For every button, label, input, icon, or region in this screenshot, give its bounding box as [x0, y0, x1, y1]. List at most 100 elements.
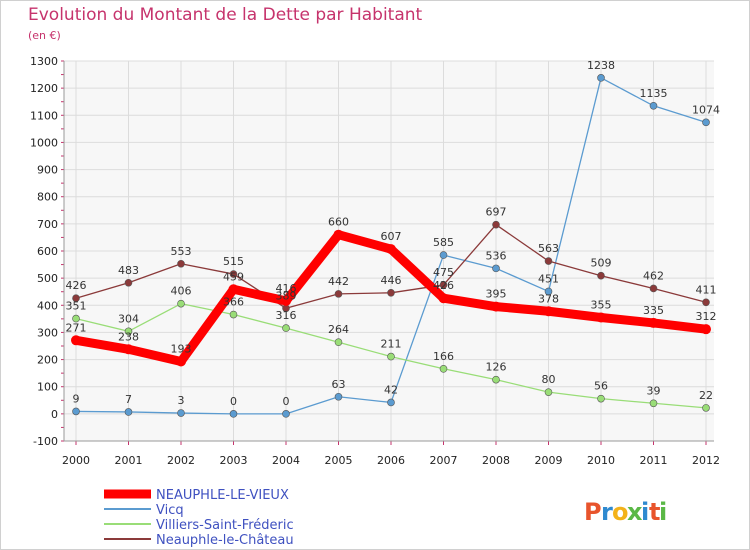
- data-label: 697: [486, 206, 507, 219]
- data-label: 211: [381, 338, 402, 351]
- data-point: [386, 244, 396, 255]
- brand-letter: t: [649, 498, 660, 526]
- series-0: [72, 74, 710, 418]
- data-label: 312: [696, 310, 717, 323]
- data-point: [701, 324, 711, 335]
- series-2: [72, 220, 710, 313]
- data-label: 462: [643, 269, 664, 282]
- series-3: [71, 229, 711, 367]
- legend-label: Neauphle-le-Château: [156, 533, 294, 548]
- data-point: [228, 284, 239, 295]
- y-tick-label: 300: [37, 326, 58, 339]
- legend-label: Vicq: [156, 503, 184, 518]
- data-label: 238: [118, 330, 139, 343]
- data-label: 585: [433, 236, 454, 249]
- legend-label: Villiers-Saint-Fréderic: [156, 518, 294, 533]
- data-point: [229, 270, 238, 278]
- y-tick-label: 1300: [30, 55, 58, 68]
- data-point: [282, 324, 290, 332]
- data-label: 9: [73, 392, 80, 405]
- chart-title: Evolution du Montant de la Dette par Hab…: [28, 5, 423, 25]
- data-point: [229, 310, 238, 319]
- data-label: 22: [699, 389, 713, 402]
- y-tick-label: 800: [37, 191, 58, 204]
- brand-letter: i: [641, 498, 649, 526]
- brand-letter: P: [584, 498, 602, 526]
- series-1: [72, 299, 710, 412]
- data-point: [544, 287, 553, 296]
- data-label: 3: [178, 394, 185, 407]
- data-label: 459: [223, 270, 244, 283]
- data-label: 1074: [692, 103, 720, 116]
- data-label: 553: [171, 245, 192, 258]
- data-label: 378: [538, 292, 559, 305]
- data-point: [334, 338, 343, 347]
- data-point: [177, 259, 185, 268]
- x-tick-label: 2011: [640, 454, 668, 467]
- data-label: 39: [647, 384, 661, 397]
- data-label: 395: [486, 288, 507, 301]
- data-label: 536: [486, 249, 507, 262]
- data-label: 426: [66, 279, 87, 292]
- data-point: [124, 408, 133, 416]
- y-tick-label: 100: [37, 381, 58, 394]
- data-point: [439, 251, 448, 259]
- data-point: [71, 335, 81, 346]
- data-label: 0: [283, 395, 290, 408]
- data-label: 366: [223, 296, 244, 309]
- data-label: 264: [328, 323, 349, 336]
- y-tick-label: 400: [37, 299, 58, 312]
- data-point: [492, 264, 500, 273]
- data-point: [72, 294, 80, 303]
- data-point: [439, 281, 448, 289]
- data-point: [596, 312, 606, 323]
- data-point: [702, 298, 710, 307]
- data-label: 166: [433, 350, 454, 363]
- data-label: 193: [171, 342, 192, 355]
- data-label: 411: [696, 283, 717, 296]
- data-label: 475: [433, 266, 454, 279]
- data-point: [387, 398, 395, 407]
- y-tick-label: 1000: [30, 136, 58, 149]
- x-tick-label: 2004: [272, 454, 300, 467]
- data-label: 126: [486, 361, 507, 374]
- data-point: [543, 306, 554, 317]
- y-tick-label: 600: [37, 245, 58, 258]
- brand-letter: x: [627, 498, 643, 526]
- data-label: 563: [538, 242, 559, 255]
- data-point: [72, 407, 80, 416]
- legend-label: NEAUPHLE-LE-VIEUX: [156, 488, 289, 503]
- data-point: [702, 118, 710, 127]
- data-point: [439, 364, 448, 373]
- y-tick-label: 1200: [30, 82, 58, 95]
- data-point: [492, 220, 500, 229]
- data-point: [387, 288, 395, 297]
- data-point: [387, 352, 395, 361]
- data-point: [491, 301, 501, 312]
- data-point: [124, 327, 133, 336]
- brand-letter: r: [601, 498, 613, 526]
- data-point: [597, 394, 605, 403]
- data-label: 56: [594, 380, 608, 393]
- data-label: 446: [381, 274, 402, 287]
- x-tick-label: 2007: [430, 454, 458, 467]
- data-point: [72, 314, 80, 323]
- data-point: [334, 290, 343, 298]
- data-label: 316: [276, 309, 297, 322]
- y-tick-label: -100: [33, 435, 58, 448]
- data-label: 483: [118, 264, 139, 277]
- data-point: [177, 409, 185, 417]
- y-tick-label: 900: [37, 164, 58, 177]
- data-label: 351: [66, 300, 87, 313]
- data-point: [438, 293, 449, 304]
- brand-letter: i: [659, 498, 667, 526]
- data-point: [597, 271, 605, 280]
- data-label: 389: [276, 289, 297, 302]
- y-tick-label: 200: [37, 354, 58, 367]
- data-label: 7: [125, 393, 132, 406]
- y-tick-label: 700: [37, 218, 58, 231]
- x-tick-label: 2001: [115, 454, 143, 467]
- data-label: 63: [332, 378, 346, 391]
- data-label: 451: [538, 272, 559, 285]
